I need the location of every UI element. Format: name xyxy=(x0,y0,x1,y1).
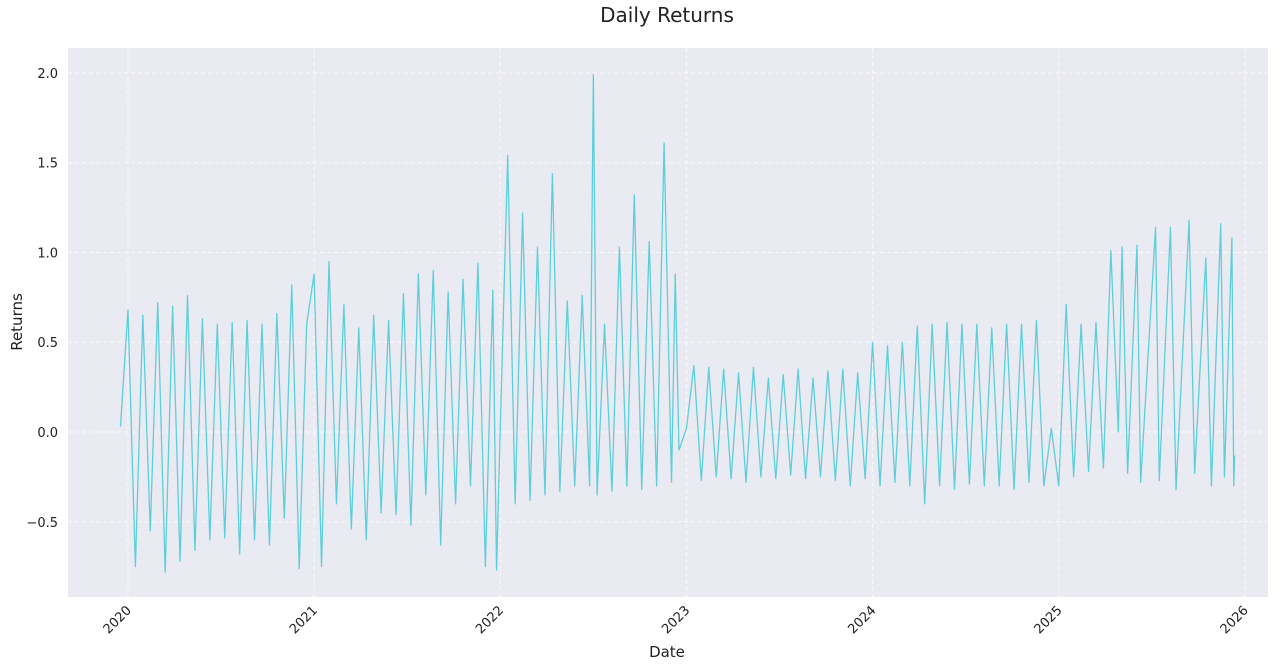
x-axis-label: Date xyxy=(649,643,685,661)
x-tick-label: 2025 xyxy=(1032,603,1066,637)
x-tick-label: 2023 xyxy=(659,603,693,637)
chart-title: Daily Returns xyxy=(600,3,734,27)
y-tick-label: −0.5 xyxy=(26,516,58,531)
y-axis-label: Returns xyxy=(8,293,26,351)
x-tick-label: 2024 xyxy=(845,603,879,637)
y-tick-label: 0.0 xyxy=(37,426,58,441)
y-tick-label: 1.5 xyxy=(37,157,58,172)
x-tick-label: 2026 xyxy=(1218,603,1252,637)
x-tick-label: 2021 xyxy=(287,603,321,637)
x-tick-label: 2022 xyxy=(473,603,507,637)
series-line xyxy=(119,74,1236,573)
y-tick-label: 0.5 xyxy=(37,336,58,351)
y-tick-label: 1.0 xyxy=(37,246,58,261)
x-tick-label: 2020 xyxy=(101,603,135,637)
y-tick-label: 2.0 xyxy=(37,67,58,82)
